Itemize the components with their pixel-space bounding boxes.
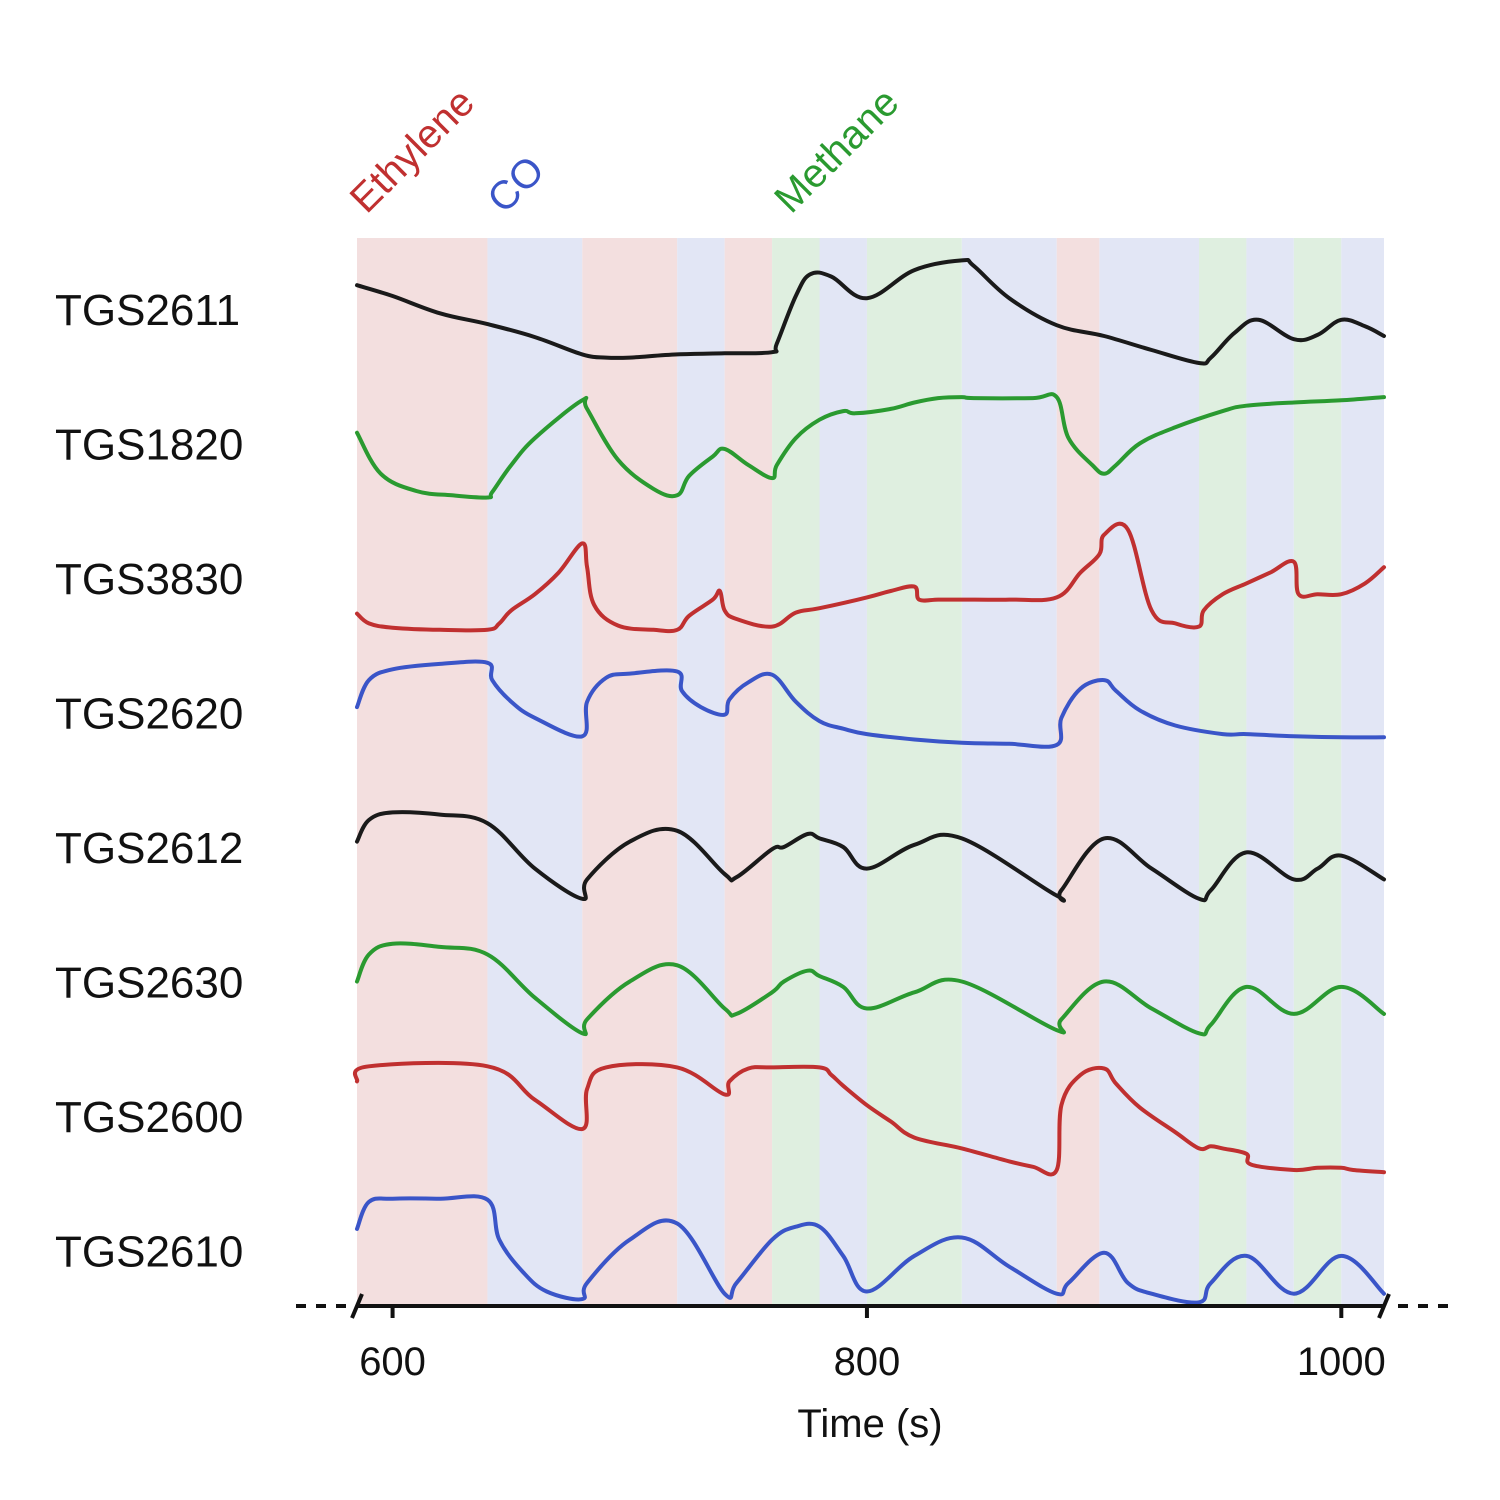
band-co <box>1099 238 1199 1306</box>
band-co <box>961 238 1057 1306</box>
sensor-label-tgs2611: TGS2611 <box>55 286 240 335</box>
band-ethylene <box>1056 238 1100 1306</box>
trace-tgs2610 <box>355 1194 1386 1305</box>
trace-tgs2612 <box>355 810 1386 903</box>
sensor-label-tgs2630: TGS2630 <box>55 959 243 1008</box>
sensor-label-tgs3830: TGS3830 <box>55 555 243 604</box>
trace-tgs1820 <box>355 392 1386 500</box>
sensor-label-tgs1820: TGS1820 <box>55 421 243 470</box>
band-methane <box>1293 238 1342 1306</box>
sensor-label-tgs2620: TGS2620 <box>55 690 243 739</box>
sensor-label-tgs2612: TGS2612 <box>55 824 243 873</box>
gas-label-methane: Methane <box>766 80 907 221</box>
band-ethylene <box>724 238 773 1306</box>
band-ethylene <box>582 238 678 1306</box>
gas-exposure-bands <box>357 238 1384 1306</box>
trace-tgs2611 <box>355 257 1386 366</box>
x-axis: 600 800 1000 <box>296 1293 1450 1384</box>
x-tick-label: 600 <box>359 1340 426 1384</box>
gas-label-ethylene: Ethylene <box>342 80 483 221</box>
sensor-label-tgs2610: TGS2610 <box>55 1228 243 1277</box>
band-co <box>677 238 725 1306</box>
x-axis-title: Time (s) <box>797 1402 942 1446</box>
band-co <box>819 238 867 1306</box>
band-methane <box>772 238 820 1306</box>
trace-tgs2630 <box>355 941 1386 1037</box>
band-methane <box>866 238 962 1306</box>
trace-tgs2600 <box>352 1060 1386 1177</box>
sensor-labels: TGS2611 TGS1820 TGS3830 TGS2620 TGS2612 TGS26… <box>55 286 243 1277</box>
band-co <box>1246 238 1294 1306</box>
axis-break-mark-left <box>350 1293 364 1319</box>
x-tick-label: 1000 <box>1297 1340 1386 1384</box>
x-tick-label: 800 <box>834 1340 901 1384</box>
sensor-traces <box>352 257 1386 1305</box>
axis-break-mark-right <box>1377 1293 1391 1319</box>
sensor-label-tgs2600: TGS2600 <box>55 1093 243 1142</box>
band-co <box>1341 238 1384 1306</box>
band-co <box>487 238 583 1306</box>
gas-label-co: CO <box>479 148 553 222</box>
band-ethylene <box>357 238 488 1306</box>
trace-tgs2620 <box>355 659 1386 749</box>
trace-tgs3830 <box>355 521 1386 634</box>
